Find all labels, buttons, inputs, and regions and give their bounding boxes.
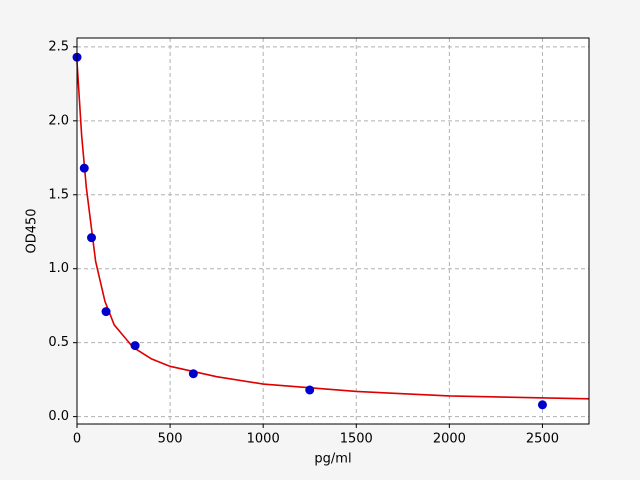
x-axis-label: pg/ml <box>314 452 351 467</box>
y-tick-label: 0.5 <box>48 335 69 350</box>
plot-area <box>77 38 589 424</box>
y-tick-label: 0.0 <box>48 409 69 424</box>
data-point <box>79 163 89 173</box>
data-point <box>101 307 111 317</box>
data-point <box>87 233 97 243</box>
x-tick-label: 500 <box>158 432 183 447</box>
data-point <box>305 385 315 395</box>
data-point <box>130 341 140 351</box>
x-tick-label: 1000 <box>247 432 280 447</box>
plot-frame <box>76 37 590 425</box>
y-tick-label: 1.5 <box>48 187 69 202</box>
y-tick-label: 1.0 <box>48 261 69 276</box>
x-tick-label: 2000 <box>433 432 466 447</box>
x-tick-label: 0 <box>73 432 81 447</box>
x-tick-label: 2500 <box>526 432 559 447</box>
y-tick-label: 2.0 <box>48 113 69 128</box>
fit-curve <box>76 61 590 400</box>
y-axis-label: OD450 <box>25 208 40 253</box>
data-point <box>537 400 547 410</box>
y-tick-label: 2.5 <box>48 39 69 54</box>
x-tick-label: 1500 <box>340 432 373 447</box>
data-point <box>188 369 198 379</box>
